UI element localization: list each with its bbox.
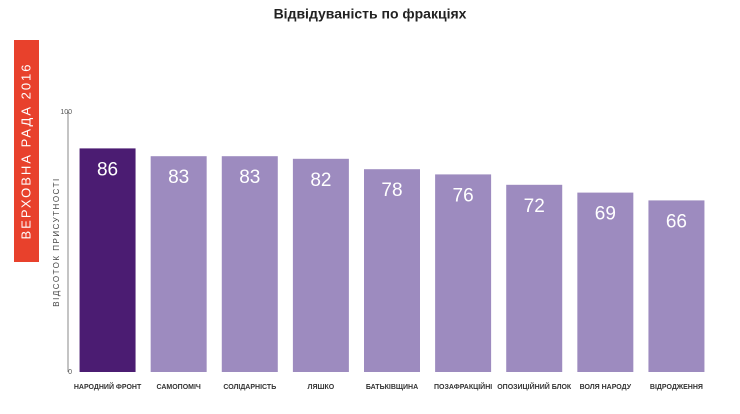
bar bbox=[150, 156, 207, 372]
x-tick-label: ВІДРОДЖЕННЯ bbox=[650, 384, 703, 391]
bar bbox=[577, 192, 634, 372]
value-label: 72 bbox=[524, 196, 545, 217]
bar bbox=[506, 184, 563, 372]
banner: ВЕРХОВНА РАДА 2016 bbox=[18, 62, 33, 239]
x-tick-label: БАТЬКІВЩИНА bbox=[366, 384, 418, 391]
value-label: 82 bbox=[310, 170, 331, 191]
x-tick-label: ПОЗАФРАКЦІЙНІ bbox=[434, 382, 492, 391]
value-label: 83 bbox=[239, 167, 260, 188]
x-tick-label: ОПОЗИЦІЙНИЙ БЛОК bbox=[497, 382, 572, 391]
x-tick-label: СОЛІДАРНІСТЬ bbox=[223, 384, 276, 391]
bar bbox=[648, 200, 705, 372]
value-label: 76 bbox=[453, 185, 474, 206]
value-label: 86 bbox=[97, 159, 118, 180]
y-tick-label: 100 bbox=[60, 109, 72, 116]
bar bbox=[435, 174, 492, 372]
x-tick-label: САМОПОМІЧ bbox=[156, 384, 200, 391]
bar bbox=[79, 148, 136, 372]
value-label: 69 bbox=[595, 204, 616, 225]
bar bbox=[221, 156, 278, 372]
banner-bg bbox=[14, 40, 39, 262]
bar bbox=[364, 169, 420, 372]
value-label: 78 bbox=[381, 180, 402, 201]
y-axis-label: ВІДСОТОК ПРИСУТНОСТІ bbox=[52, 177, 61, 306]
x-tick-label: ВОЛЯ НАРОДУ bbox=[580, 384, 632, 391]
bar bbox=[292, 158, 349, 372]
x-tick-label: ЛЯШКО bbox=[308, 384, 335, 391]
value-label: 66 bbox=[666, 211, 687, 232]
x-tick-label: НАРОДНИЙ ФРОНТ bbox=[74, 382, 142, 391]
value-label: 83 bbox=[168, 167, 189, 188]
chart-title: Відвідуваність по фракціях bbox=[274, 6, 467, 22]
y-tick-label: 0 bbox=[68, 369, 72, 376]
